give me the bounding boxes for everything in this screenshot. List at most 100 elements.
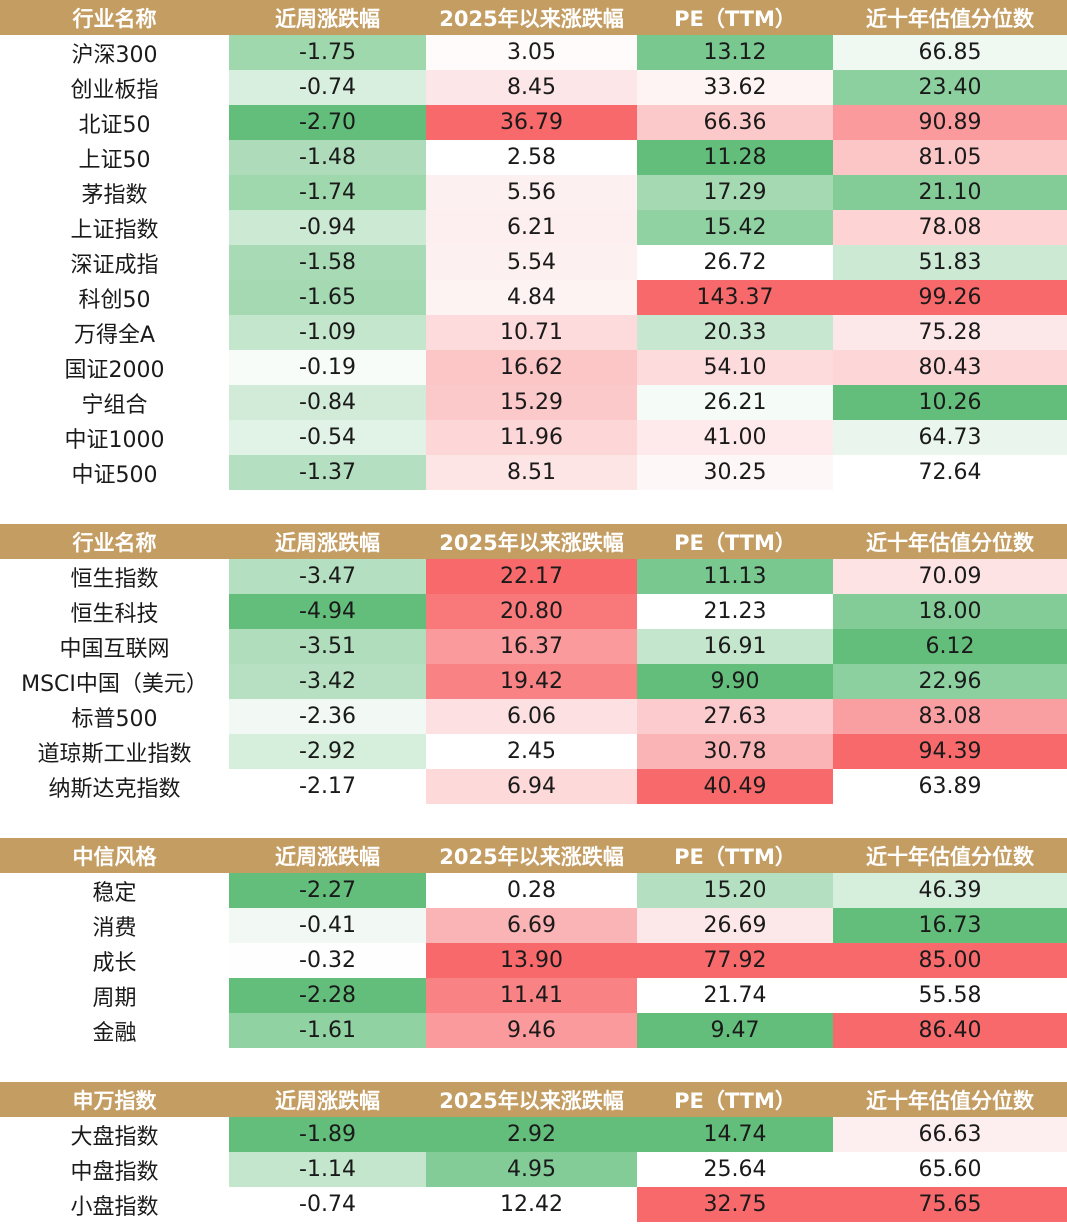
value-cell: 5.56 <box>426 175 637 210</box>
table-row: 万得全A -1.09 10.71 20.33 75.28 <box>0 315 1067 350</box>
value-cell: 6.21 <box>426 210 637 245</box>
value-cell: 86.40 <box>833 1013 1067 1048</box>
value-cell: 41.00 <box>637 420 833 455</box>
value-cell: 21.74 <box>637 978 833 1013</box>
value-cell: 11.96 <box>426 420 637 455</box>
value-cell: 81.05 <box>833 140 1067 175</box>
value-cell: 99.26 <box>833 280 1067 315</box>
value-cell: 15.20 <box>637 873 833 908</box>
value-cell: -2.92 <box>229 734 426 769</box>
table-row: 纳斯达克指数 -2.17 6.94 40.49 63.89 <box>0 769 1067 804</box>
index-name-cell: 小盘指数 <box>70 1194 159 1220</box>
value-cell: 22.96 <box>833 664 1067 699</box>
value-cell: -1.14 <box>229 1152 426 1187</box>
table-row: 中盘指数 -1.14 4.95 25.64 65.60 <box>0 1152 1067 1187</box>
index-name-cell: 道琼斯工业指数 <box>37 741 192 767</box>
value-cell: 15.42 <box>637 210 833 245</box>
header-cell: 行业名称 <box>0 524 229 559</box>
header-cell: 行业名称 <box>0 0 229 35</box>
value-cell: -1.09 <box>229 315 426 350</box>
header-cell: 近十年估值分位数 <box>833 1082 1067 1117</box>
header-cell: 申万指数 <box>0 1082 229 1117</box>
header-cell: 近十年估值分位数 <box>833 0 1067 35</box>
index-name-cell: 中盘指数 <box>70 1159 159 1185</box>
table-row: 道琼斯工业指数 -2.92 2.45 30.78 94.39 <box>0 734 1067 769</box>
value-cell: 11.28 <box>637 140 833 175</box>
index-name-cell: 茅指数 <box>81 182 148 208</box>
value-cell: 6.06 <box>426 699 637 734</box>
value-cell: 22.17 <box>426 559 637 594</box>
value-cell: 75.65 <box>833 1187 1067 1222</box>
value-cell: 10.26 <box>833 385 1067 420</box>
table-row: 宁组合 -0.84 15.29 26.21 10.26 <box>0 385 1067 420</box>
value-cell: 13.12 <box>637 35 833 70</box>
value-cell: 9.90 <box>637 664 833 699</box>
value-cell: 17.29 <box>637 175 833 210</box>
table-row: 消费 -0.41 6.69 26.69 16.73 <box>0 908 1067 943</box>
value-cell: -1.65 <box>229 280 426 315</box>
value-cell: -0.74 <box>229 1187 426 1222</box>
value-cell: 23.40 <box>833 70 1067 105</box>
value-cell: 30.78 <box>637 734 833 769</box>
value-cell: 55.58 <box>833 978 1067 1013</box>
value-cell: 85.00 <box>833 943 1067 978</box>
value-cell: 11.41 <box>426 978 637 1013</box>
value-cell: 16.37 <box>426 629 637 664</box>
value-cell: -0.84 <box>229 385 426 420</box>
index-name-cell: 沪深300 <box>71 42 158 68</box>
index-name-cell: 消费 <box>92 915 137 941</box>
value-cell: 75.28 <box>833 315 1067 350</box>
value-cell: 27.63 <box>637 699 833 734</box>
value-cell: 6.12 <box>833 629 1067 664</box>
value-cell: 32.75 <box>637 1187 833 1222</box>
table-row: 科创50 -1.65 4.84 143.37 99.26 <box>0 280 1067 315</box>
value-cell: -2.17 <box>229 769 426 804</box>
value-cell: 0.28 <box>426 873 637 908</box>
index-table-1: 行业名称 近周涨跌幅 2025年以来涨跌幅 PE（TTM） 近十年估值分位数 沪深300 -… <box>0 0 1067 490</box>
value-cell: 66.85 <box>833 35 1067 70</box>
value-cell: 26.69 <box>637 908 833 943</box>
value-cell: 63.89 <box>833 769 1067 804</box>
index-name-cell: 宁组合 <box>81 392 148 418</box>
table-row: 茅指数 -1.74 5.56 17.29 21.10 <box>0 175 1067 210</box>
value-cell: 16.62 <box>426 350 637 385</box>
index-name-cell: 周期 <box>92 985 137 1011</box>
value-cell: -0.94 <box>229 210 426 245</box>
index-name-cell: 上证50 <box>78 147 151 173</box>
index-name-cell: 稳定 <box>92 880 137 906</box>
index-name-cell: 万得全A <box>73 322 156 348</box>
table-row: 大盘指数 -1.89 2.92 14.74 66.63 <box>0 1117 1067 1152</box>
table-header: 申万指数 近周涨跌幅 2025年以来涨跌幅 PE（TTM） 近十年估值分位数 <box>0 1082 1067 1117</box>
value-cell: -1.75 <box>229 35 426 70</box>
table-row: 上证指数 -0.94 6.21 15.42 78.08 <box>0 210 1067 245</box>
value-cell: 11.13 <box>637 559 833 594</box>
value-cell: 70.09 <box>833 559 1067 594</box>
index-name-cell: 中证500 <box>71 462 158 488</box>
value-cell: 10.71 <box>426 315 637 350</box>
table-row: 北证50 -2.70 36.79 66.36 90.89 <box>0 105 1067 140</box>
value-cell: -0.74 <box>229 70 426 105</box>
value-cell: -3.42 <box>229 664 426 699</box>
value-cell: 19.42 <box>426 664 637 699</box>
value-cell: -1.48 <box>229 140 426 175</box>
value-cell: 9.47 <box>637 1013 833 1048</box>
index-name-cell: 上证指数 <box>70 217 159 243</box>
header-cell: PE（TTM） <box>637 0 833 35</box>
header-cell: 近十年估值分位数 <box>833 524 1067 559</box>
value-cell: 66.63 <box>833 1117 1067 1152</box>
table-header: 行业名称 近周涨跌幅 2025年以来涨跌幅 PE（TTM） 近十年估值分位数 <box>0 524 1067 559</box>
value-cell: -4.94 <box>229 594 426 629</box>
value-cell: 72.64 <box>833 455 1067 490</box>
value-cell: -2.27 <box>229 873 426 908</box>
table-row: 周期 -2.28 11.41 21.74 55.58 <box>0 978 1067 1013</box>
index-name-cell: 国证2000 <box>64 357 165 383</box>
value-cell: 4.84 <box>426 280 637 315</box>
value-cell: 4.95 <box>426 1152 637 1187</box>
value-cell: -1.61 <box>229 1013 426 1048</box>
header-cell: 2025年以来涨跌幅 <box>426 0 637 35</box>
index-name-cell: 标普500 <box>71 706 158 732</box>
value-cell: 6.69 <box>426 908 637 943</box>
value-cell: 80.43 <box>833 350 1067 385</box>
value-cell: 2.45 <box>426 734 637 769</box>
value-cell: 66.36 <box>637 105 833 140</box>
